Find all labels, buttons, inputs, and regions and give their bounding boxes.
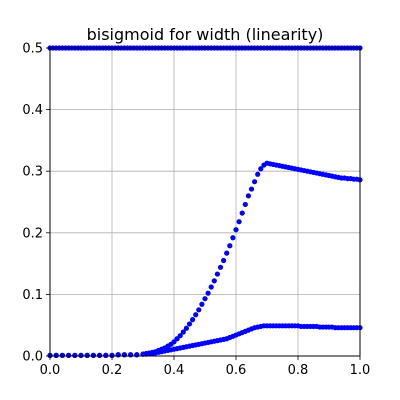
y-tick-label: 0.4 xyxy=(22,103,43,118)
data-point xyxy=(115,352,121,358)
data-point xyxy=(214,271,220,277)
x-tick-label: 0.8 xyxy=(288,363,309,378)
data-point xyxy=(134,352,140,358)
data-point xyxy=(196,307,202,313)
data-point xyxy=(239,210,245,216)
data-point xyxy=(190,317,196,323)
data-point xyxy=(211,278,217,284)
data-point xyxy=(97,352,103,358)
data-point xyxy=(236,219,242,225)
data-point xyxy=(242,201,248,208)
data-point xyxy=(66,352,72,358)
data-point xyxy=(205,290,211,296)
data-point xyxy=(180,329,186,335)
x-tick-label: 0.4 xyxy=(164,363,185,378)
data-point xyxy=(183,325,189,331)
data-point xyxy=(233,227,239,233)
data-point xyxy=(186,321,193,327)
data-point xyxy=(121,352,127,358)
data-point xyxy=(217,264,224,270)
x-tick-label: 0.2 xyxy=(102,363,123,378)
data-point xyxy=(221,257,227,264)
x-tick-label: 1.0 xyxy=(350,363,371,378)
data-point xyxy=(109,352,115,358)
data-point xyxy=(103,352,109,358)
data-point xyxy=(177,333,183,339)
data-point xyxy=(72,352,78,358)
data-point xyxy=(84,352,90,358)
data-point xyxy=(227,243,233,249)
x-tick-label: 0.6 xyxy=(226,363,247,378)
data-point xyxy=(230,235,236,241)
x-tick-label: 0.0 xyxy=(40,363,61,378)
series-2 xyxy=(47,323,363,358)
plot-area xyxy=(50,48,360,356)
data-point xyxy=(59,352,65,358)
data-point xyxy=(258,166,264,172)
y-tick-label: 0.2 xyxy=(22,226,43,241)
data-point xyxy=(90,352,96,358)
data-point xyxy=(224,250,230,256)
data-point xyxy=(252,179,258,185)
y-tick-label: 0.1 xyxy=(22,288,43,303)
data-point xyxy=(193,312,199,318)
y-tick-label: 0.5 xyxy=(22,42,43,57)
chart-title: bisigmoid for width (linearity) xyxy=(87,25,324,44)
data-point xyxy=(78,352,84,358)
data-point xyxy=(202,296,208,302)
data-point xyxy=(208,284,214,290)
y-tick-label: 0.3 xyxy=(22,165,43,180)
data-point xyxy=(128,352,134,358)
data-point xyxy=(53,352,59,358)
data-point xyxy=(245,193,251,199)
ticks-layer: 0.0 0.2 0.4 0.6 0.8 1.0 0.0 0.1 0.2 0.3 0.4 0.5 xyxy=(22,42,370,379)
data-point xyxy=(199,301,205,307)
data-point xyxy=(255,171,261,177)
plot-frame xyxy=(49,47,361,357)
y-tick-label: 0.0 xyxy=(22,350,43,365)
data-point xyxy=(248,186,255,192)
